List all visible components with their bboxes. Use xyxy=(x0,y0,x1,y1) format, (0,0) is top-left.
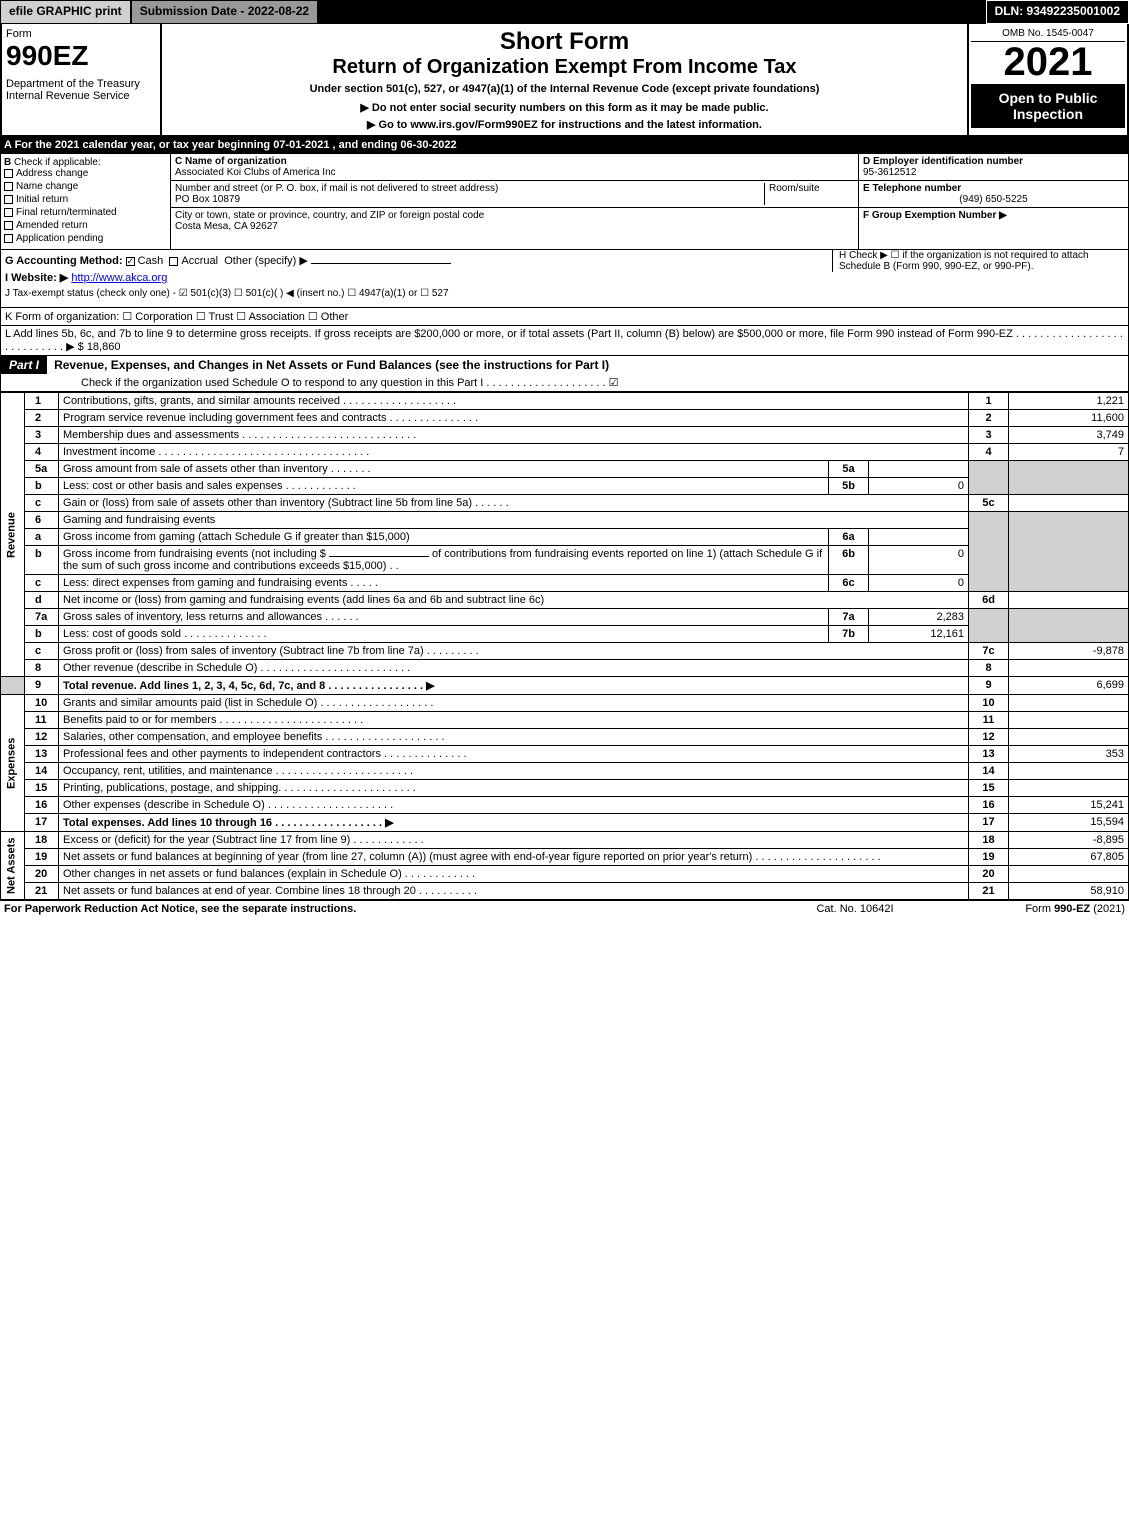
val-19: 67,805 xyxy=(1009,849,1129,866)
return-title: Return of Organization Exempt From Incom… xyxy=(166,56,963,79)
block-k: K Form of organization: ☐ Corporation ☐ … xyxy=(1,308,1128,326)
val-6c: 0 xyxy=(869,575,969,592)
val-16: 15,241 xyxy=(1009,797,1129,814)
part1-label: Part I xyxy=(1,356,47,374)
phone: (949) 650-5225 xyxy=(863,194,1124,205)
street: PO Box 10879 xyxy=(175,194,240,205)
val-8 xyxy=(1009,660,1129,677)
block-bcdef: B Check if applicable: Address change Na… xyxy=(0,153,1129,250)
part1-header-row: Part I Revenue, Expenses, and Changes in… xyxy=(0,356,1129,392)
efile-label: efile GRAPHIC print xyxy=(0,0,131,24)
block-j: J Tax-exempt status (check only one) - ☑… xyxy=(5,288,1124,299)
city-row: City or town, state or province, country… xyxy=(171,208,858,234)
block-h: H Check ▶ ☐ if the organization is not r… xyxy=(832,250,1122,272)
val-20 xyxy=(1009,866,1129,883)
val-7c: -9,878 xyxy=(1009,643,1129,660)
val-9: 6,699 xyxy=(1009,677,1129,695)
open-public-badge: Open to Public Inspection xyxy=(971,84,1125,128)
val-6b: 0 xyxy=(869,546,969,575)
val-4: 7 xyxy=(1009,444,1129,461)
part1-title: Revenue, Expenses, and Changes in Net As… xyxy=(54,358,609,372)
val-2: 11,600 xyxy=(1009,410,1129,427)
website-link[interactable]: http://www.akca.org xyxy=(71,272,167,284)
val-10 xyxy=(1009,695,1129,712)
block-i: I Website: ▶ http://www.akca.org xyxy=(5,271,1124,284)
block-kl: K Form of organization: ☐ Corporation ☐ … xyxy=(0,308,1129,356)
footer-right: Form 990-EZ (2021) xyxy=(945,903,1125,915)
footer: For Paperwork Reduction Act Notice, see … xyxy=(0,900,1129,917)
line-a: A For the 2021 calendar year, or tax yea… xyxy=(0,137,1129,153)
short-form-title: Short Form xyxy=(166,28,963,56)
block-f: F Group Exemption Number ▶ xyxy=(859,208,1128,223)
val-5c xyxy=(1009,495,1129,512)
form-number: 990EZ xyxy=(6,40,156,72)
cb-final-return[interactable]: Final return/terminated xyxy=(4,207,167,218)
val-6a xyxy=(869,529,969,546)
val-6d xyxy=(1009,592,1129,609)
val-11 xyxy=(1009,712,1129,729)
val-1: 1,221 xyxy=(1009,393,1129,410)
block-ghi: G Accounting Method: Cash Accrual Other … xyxy=(0,250,1129,308)
org-name: Associated Koi Clubs of America Inc xyxy=(175,167,336,178)
block-e: E Telephone number (949) 650-5225 xyxy=(859,181,1128,208)
ssn-warning: ▶ Do not enter social security numbers o… xyxy=(166,101,963,114)
footer-left: For Paperwork Reduction Act Notice, see … xyxy=(4,903,765,915)
val-14 xyxy=(1009,763,1129,780)
side-netassets: Net Assets xyxy=(1,832,25,900)
cb-cash[interactable] xyxy=(126,257,135,266)
cb-amended[interactable]: Amended return xyxy=(4,220,167,231)
tax-year: 2021 xyxy=(971,42,1125,82)
goto-link[interactable]: ▶ Go to www.irs.gov/Form990EZ for instru… xyxy=(166,118,963,131)
val-13: 353 xyxy=(1009,746,1129,763)
dln-label: DLN: 93492235001002 xyxy=(986,0,1129,24)
form-header: Form 990EZ Department of the Treasury In… xyxy=(0,24,1129,137)
ein: 95-3612512 xyxy=(863,167,916,178)
val-5b: 0 xyxy=(869,478,969,495)
side-expenses: Expenses xyxy=(1,695,25,832)
val-12 xyxy=(1009,729,1129,746)
val-3: 3,749 xyxy=(1009,427,1129,444)
street-row: Number and street (or P. O. box, if mail… xyxy=(171,181,858,208)
top-bar: efile GRAPHIC print Submission Date - 20… xyxy=(0,0,1129,24)
block-c: C Name of organization Associated Koi Cl… xyxy=(171,154,858,249)
cb-app-pending[interactable]: Application pending xyxy=(4,233,167,244)
submission-date: Submission Date - 2022-08-22 xyxy=(131,0,318,24)
cb-address-change[interactable]: Address change xyxy=(4,168,167,179)
city: Costa Mesa, CA 92627 xyxy=(175,221,278,232)
block-l: L Add lines 5b, 6c, and 7b to line 9 to … xyxy=(1,326,1128,355)
part1-check-o: Check if the organization used Schedule … xyxy=(1,374,1128,391)
under-section: Under section 501(c), 527, or 4947(a)(1)… xyxy=(166,83,963,95)
header-right: OMB No. 1545-0047 2021 Open to Public In… xyxy=(967,24,1127,135)
org-name-row: C Name of organization Associated Koi Cl… xyxy=(171,154,858,181)
cb-initial-return[interactable]: Initial return xyxy=(4,194,167,205)
val-7a: 2,283 xyxy=(869,609,969,626)
block-def: D Employer identification number 95-3612… xyxy=(858,154,1128,249)
department-label: Department of the Treasury Internal Reve… xyxy=(6,78,156,102)
cb-accrual[interactable] xyxy=(169,257,178,266)
val-18: -8,895 xyxy=(1009,832,1129,849)
side-revenue: Revenue xyxy=(1,393,25,677)
block-b: B Check if applicable: Address change Na… xyxy=(1,154,171,249)
header-center: Short Form Return of Organization Exempt… xyxy=(162,24,967,135)
block-d: D Employer identification number 95-3612… xyxy=(859,154,1128,181)
header-left: Form 990EZ Department of the Treasury In… xyxy=(2,24,162,135)
cb-name-change[interactable]: Name change xyxy=(4,181,167,192)
val-17: 15,594 xyxy=(1009,814,1129,832)
spacer xyxy=(318,0,985,24)
val-5a xyxy=(869,461,969,478)
lines-table: Revenue 1 Contributions, gifts, grants, … xyxy=(0,392,1129,900)
form-label: Form xyxy=(6,28,156,40)
val-15 xyxy=(1009,780,1129,797)
val-21: 58,910 xyxy=(1009,883,1129,900)
footer-mid: Cat. No. 10642I xyxy=(765,903,945,915)
val-7b: 12,161 xyxy=(869,626,969,643)
